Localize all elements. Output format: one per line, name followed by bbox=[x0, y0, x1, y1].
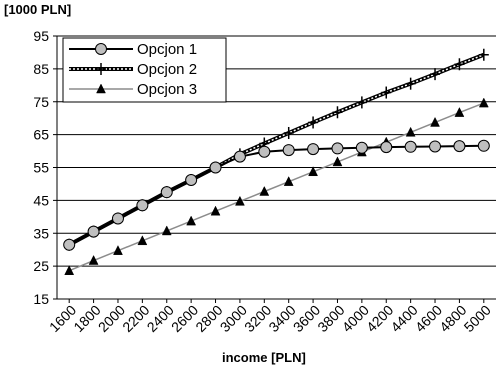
series-group bbox=[63, 48, 490, 275]
series-3-point bbox=[161, 225, 172, 236]
legend-swatch-marker bbox=[95, 43, 107, 55]
series-1-point bbox=[307, 143, 320, 156]
series-1-point bbox=[380, 141, 393, 154]
x-tick-label: 5000 bbox=[461, 302, 494, 335]
series-2-point bbox=[478, 48, 489, 61]
series-3-point bbox=[283, 176, 294, 186]
y-tick-label: 85 bbox=[33, 61, 49, 77]
series-2-point bbox=[430, 68, 441, 81]
series-2-point bbox=[356, 96, 367, 109]
legend-swatch-marker bbox=[96, 83, 106, 94]
legend-swatch-marker bbox=[96, 63, 106, 75]
y-tick-label: 15 bbox=[33, 291, 49, 307]
series-3-point bbox=[454, 107, 465, 117]
series-1-point bbox=[331, 142, 344, 155]
series-1 bbox=[63, 139, 490, 251]
y-tick-label: 45 bbox=[33, 192, 49, 208]
series-3-point bbox=[430, 116, 440, 127]
legend-item: Opcjon 2 bbox=[69, 61, 197, 78]
series-1-point bbox=[355, 141, 368, 154]
series-1-line bbox=[68, 144, 484, 246]
y-tick-label: 25 bbox=[33, 258, 49, 274]
series-3-point bbox=[259, 185, 270, 196]
gridlines bbox=[57, 35, 496, 267]
series-1-point bbox=[185, 173, 198, 186]
series-3-point bbox=[186, 215, 197, 226]
series-1-point bbox=[477, 139, 490, 152]
series-3-point bbox=[332, 156, 343, 167]
series-1-point bbox=[258, 145, 271, 158]
series-1-point bbox=[429, 140, 442, 153]
series-2-point bbox=[332, 106, 343, 119]
series-1-point bbox=[136, 199, 149, 212]
series-3-point bbox=[137, 235, 148, 246]
series-2-point bbox=[381, 86, 392, 99]
series-2-point bbox=[283, 126, 294, 139]
series-2-point bbox=[405, 77, 416, 90]
y-tick-label: 95 bbox=[33, 28, 49, 44]
axes bbox=[53, 35, 496, 303]
legend-item: Opcjon 3 bbox=[69, 81, 197, 98]
y-tick-labels: 15 25 35 45 55 65 75 85 95 bbox=[33, 28, 49, 307]
series-1-point bbox=[111, 212, 124, 225]
series-1-point bbox=[87, 225, 100, 238]
x-axis-label: income [PLN] bbox=[222, 350, 306, 365]
legend-label: Opcjon 1 bbox=[137, 41, 197, 58]
y-tick-label: 55 bbox=[33, 160, 49, 176]
series-1-point bbox=[282, 144, 295, 157]
series-3-point bbox=[478, 97, 489, 108]
legend-label: Opcjon 2 bbox=[137, 61, 197, 78]
y-tick-label: 75 bbox=[33, 94, 49, 110]
y-tick-label: 65 bbox=[33, 127, 49, 143]
series-3-point bbox=[210, 205, 221, 216]
y-axis-label: [1000 PLN] bbox=[4, 2, 72, 17]
x-tick-labels: 1600180020002200240026002800300032003400… bbox=[46, 302, 494, 335]
series-1-point bbox=[233, 150, 246, 163]
legend-label: Opcjon 3 bbox=[137, 81, 197, 98]
series-3-point bbox=[308, 166, 318, 177]
series-1-point bbox=[453, 140, 466, 153]
series-3-point bbox=[235, 195, 245, 206]
series-3-point bbox=[113, 245, 123, 255]
series-2-point bbox=[454, 58, 465, 71]
series-1-point bbox=[209, 161, 222, 174]
legend-item: Opcjon 1 bbox=[69, 41, 197, 58]
series-1-point bbox=[160, 186, 173, 199]
series-3 bbox=[64, 97, 489, 275]
series-2-point bbox=[308, 116, 319, 129]
series-1-point bbox=[404, 140, 417, 153]
series-3-point bbox=[405, 126, 416, 137]
series-1-point bbox=[63, 238, 76, 251]
legend: Opcjon 1 Opcjon 2 Opcjon 3 bbox=[62, 37, 227, 103]
y-tick-label: 35 bbox=[33, 225, 49, 241]
series-3-point bbox=[64, 265, 75, 275]
series-3-line bbox=[68, 102, 485, 272]
series-3-point bbox=[88, 254, 99, 265]
